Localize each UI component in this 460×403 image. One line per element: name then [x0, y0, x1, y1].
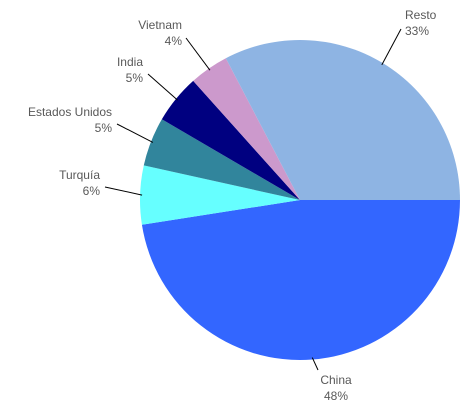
pie-slice — [161, 80, 300, 200]
pie-slice — [225, 40, 460, 201]
category-label: China — [320, 373, 352, 387]
category-label: Resto — [405, 8, 437, 22]
category-label: India — [117, 55, 143, 69]
category-label: Estados Unidos — [28, 105, 112, 119]
pie-slice — [143, 119, 300, 200]
leader-line — [381, 28, 402, 66]
value-label: 5% — [95, 121, 113, 135]
value-label: 6% — [83, 184, 101, 198]
value-label: 48% — [324, 389, 348, 403]
pie-slice — [193, 58, 300, 200]
leader-line — [104, 186, 143, 196]
category-label: Turquía — [59, 168, 100, 182]
value-label: 4% — [165, 34, 183, 48]
value-label: 5% — [126, 71, 144, 85]
leader-line — [185, 37, 211, 71]
value-label: 33% — [405, 24, 429, 38]
leader-line — [147, 73, 178, 101]
category-label: Vietnam — [138, 18, 182, 32]
leader-line — [311, 357, 319, 371]
leader-line — [116, 123, 154, 143]
pie-slice — [141, 200, 460, 360]
pie-slice — [140, 165, 300, 225]
